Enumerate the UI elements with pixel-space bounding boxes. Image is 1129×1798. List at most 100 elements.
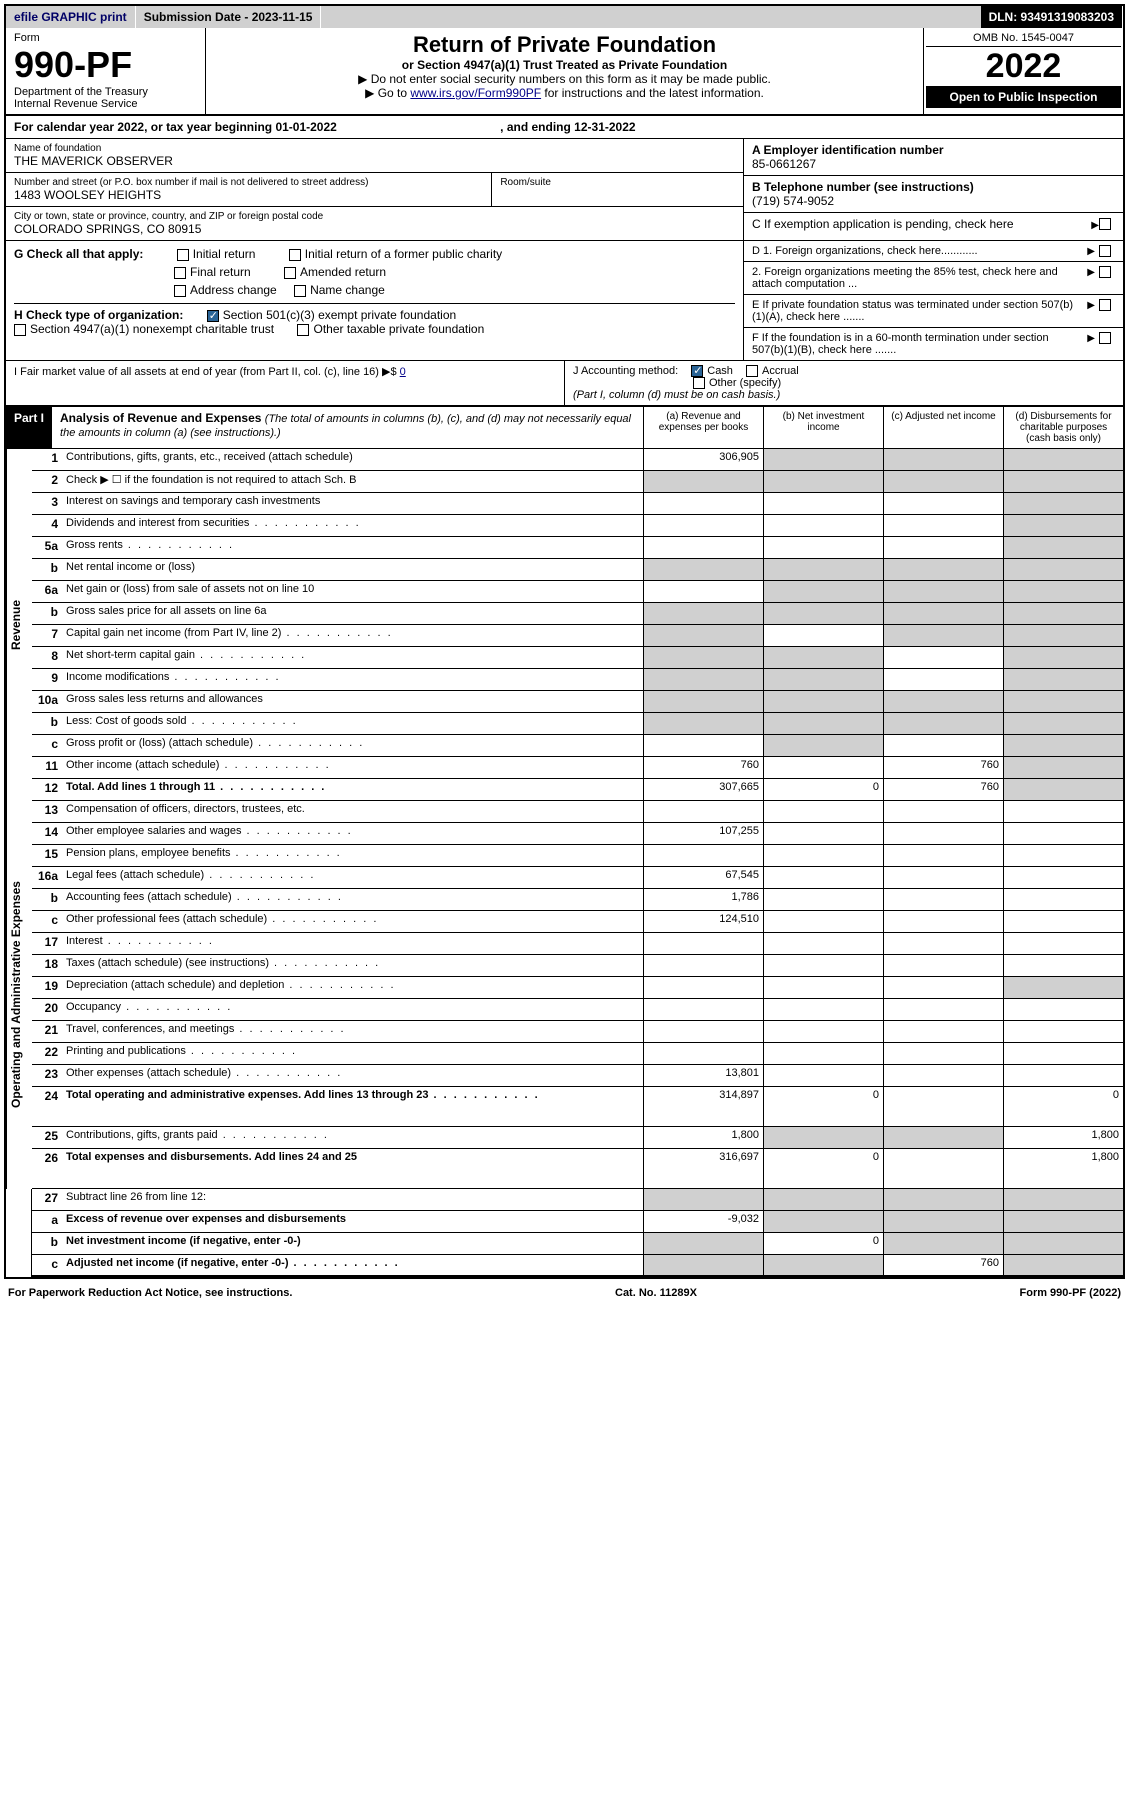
line-desc: Gross sales price for all assets on line… — [62, 603, 643, 624]
line-num: 27 — [32, 1189, 62, 1210]
col-c — [883, 889, 1003, 910]
col-c: 760 — [883, 757, 1003, 778]
i-value: 0 — [400, 366, 406, 378]
j-cash-checkbox[interactable] — [691, 365, 703, 377]
col-c — [883, 977, 1003, 998]
col-b — [763, 537, 883, 558]
line-desc: Printing and publications — [62, 1043, 643, 1064]
col-c — [883, 691, 1003, 712]
line-desc: Depreciation (attach schedule) and deple… — [62, 977, 643, 998]
f-label: F If the foundation is in a 60-month ter… — [752, 332, 1083, 356]
exemption-checkbox[interactable] — [1099, 218, 1111, 230]
line-desc: Capital gain net income (from Part IV, l… — [62, 625, 643, 646]
line-num: 3 — [32, 493, 62, 514]
col-d — [1003, 603, 1123, 624]
line-desc: Net short-term capital gain — [62, 647, 643, 668]
dept: Department of the Treasury — [14, 86, 197, 98]
line-num: 22 — [32, 1043, 62, 1064]
line-num: 11 — [32, 757, 62, 778]
cal-end: , and ending 12-31-2022 — [500, 120, 635, 134]
g-final-checkbox[interactable] — [174, 267, 186, 279]
arrow-icon — [1087, 266, 1095, 290]
col-a — [643, 691, 763, 712]
ein-label: A Employer identification number — [752, 143, 1115, 157]
col-c — [883, 581, 1003, 602]
room-cell: Room/suite — [492, 173, 743, 206]
line-desc: Interest on savings and temporary cash i… — [62, 493, 643, 514]
g-namechange-checkbox[interactable] — [294, 285, 306, 297]
col-d — [1003, 933, 1123, 954]
col-d — [1003, 1255, 1123, 1275]
line-desc: Occupancy — [62, 999, 643, 1020]
col-c — [883, 1021, 1003, 1042]
street-address: 1483 WOOLSEY HEIGHTS — [14, 188, 483, 202]
d1-checkbox[interactable] — [1099, 245, 1111, 257]
city-cell: City or town, state or province, country… — [6, 207, 743, 240]
g-addrchange-checkbox[interactable] — [174, 285, 186, 297]
f-checkbox[interactable] — [1099, 332, 1111, 344]
col-d — [1003, 801, 1123, 822]
h-501c3-checkbox[interactable] — [207, 310, 219, 322]
e-checkbox[interactable] — [1099, 299, 1111, 311]
col-c — [883, 625, 1003, 646]
col-d — [1003, 515, 1123, 536]
col-d — [1003, 1065, 1123, 1086]
col-c — [883, 515, 1003, 536]
efile-link[interactable]: efile GRAPHIC print — [6, 6, 136, 28]
j-accrual-checkbox[interactable] — [746, 365, 758, 377]
h-section: H Check type of organization: Section 50… — [14, 303, 735, 336]
col-d — [1003, 823, 1123, 844]
col-d — [1003, 559, 1123, 580]
part-tag: Part I — [6, 407, 52, 448]
j-cash: Cash — [707, 365, 733, 377]
h-other-checkbox[interactable] — [297, 324, 309, 336]
col-a-header: (a) Revenue and expenses per books — [643, 407, 763, 448]
line-num: 18 — [32, 955, 62, 976]
col-c: 760 — [883, 1255, 1003, 1275]
col-b — [763, 823, 883, 844]
name-label: Name of foundation — [14, 143, 735, 154]
line-desc: Total expenses and disbursements. Add li… — [62, 1149, 643, 1188]
col-a: 67,545 — [643, 867, 763, 888]
line-desc: Legal fees (attach schedule) — [62, 867, 643, 888]
col-d — [1003, 779, 1123, 800]
g-initial-checkbox[interactable] — [177, 249, 189, 261]
check-section: G Check all that apply: Initial return I… — [6, 241, 1123, 361]
e-label: E If private foundation status was termi… — [752, 299, 1083, 323]
j-section: J Accounting method: Cash Accrual Other … — [564, 361, 1123, 405]
col-b — [763, 911, 883, 932]
col-a — [643, 669, 763, 690]
name-cell: Name of foundation THE MAVERICK OBSERVER — [6, 139, 743, 172]
col-a — [643, 735, 763, 756]
line-desc: Excess of revenue over expenses and disb… — [62, 1211, 643, 1232]
line-num: 6a — [32, 581, 62, 602]
line-num: c — [32, 911, 62, 932]
col-d — [1003, 1021, 1123, 1042]
col-d: 0 — [1003, 1087, 1123, 1126]
j-other-checkbox[interactable] — [693, 377, 705, 389]
col-c — [883, 911, 1003, 932]
h-4947-checkbox[interactable] — [14, 324, 26, 336]
line-num: 9 — [32, 669, 62, 690]
part1-header: Part I Analysis of Revenue and Expenses … — [6, 407, 1123, 449]
col-b — [763, 647, 883, 668]
col-c-header: (c) Adjusted net income — [883, 407, 1003, 448]
col-b: 0 — [763, 1149, 883, 1188]
form-number: 990-PF — [14, 44, 197, 86]
line-desc: Less: Cost of goods sold — [62, 713, 643, 734]
g-amended-checkbox[interactable] — [284, 267, 296, 279]
col-d — [1003, 691, 1123, 712]
arrow-icon — [1087, 332, 1095, 356]
i-label: I Fair market value of all assets at end… — [14, 366, 397, 378]
arrow-icon — [1091, 217, 1099, 231]
goto-pre: ▶ Go to — [365, 86, 410, 100]
omb: OMB No. 1545-0047 — [926, 30, 1121, 47]
expenses-side-label: Operating and Administrative Expenses — [6, 801, 32, 1189]
form-url[interactable]: www.irs.gov/Form990PF — [410, 86, 541, 100]
col-b — [763, 1127, 883, 1148]
line-num: 24 — [32, 1087, 62, 1126]
d2-checkbox[interactable] — [1099, 266, 1111, 278]
g-former-checkbox[interactable] — [289, 249, 301, 261]
col-b — [763, 757, 883, 778]
col-b — [763, 603, 883, 624]
